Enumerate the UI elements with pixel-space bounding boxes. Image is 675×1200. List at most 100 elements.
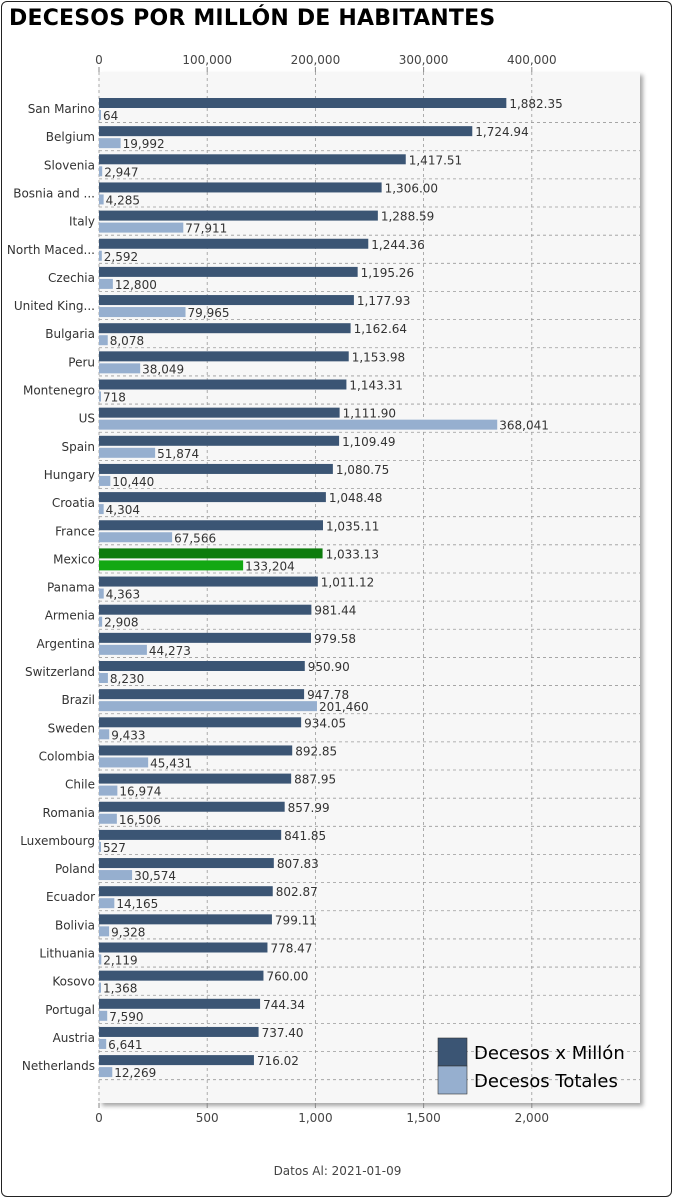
bar-decesos-totales — [99, 532, 173, 543]
bar-decesos-totales — [99, 110, 101, 120]
category-label: France — [55, 524, 95, 538]
bar-label-decesos-x-millon: 737.40 — [262, 1026, 304, 1040]
bar-label-decesos-totales: 133,204 — [245, 559, 295, 573]
bar-label-decesos-x-millon: 1,143.31 — [349, 379, 402, 393]
bar-label-decesos-totales: 45,431 — [150, 756, 192, 770]
legend-swatch — [437, 1037, 468, 1067]
bar-label-decesos-totales: 527 — [103, 841, 126, 855]
category-label: Sweden — [48, 721, 95, 735]
bar-label-decesos-x-millon: 857.99 — [288, 801, 330, 815]
bar-label-decesos-totales: 9,433 — [111, 728, 145, 742]
bar-label-decesos-x-millon: 887.95 — [294, 773, 336, 787]
bar-label-decesos-x-millon: 841.85 — [284, 829, 326, 843]
bar-label-decesos-totales: 51,874 — [157, 447, 199, 461]
bar-decesos-x-millon — [99, 632, 311, 643]
bar-decesos-totales — [99, 391, 101, 402]
category-label: Panama — [47, 581, 95, 595]
bar-decesos-x-millon — [99, 717, 302, 728]
bar-label-decesos-x-millon: 1,177.93 — [357, 294, 410, 308]
category-label: Lithuania — [39, 947, 95, 961]
bar-decesos-totales — [99, 1067, 113, 1078]
bar-decesos-x-millon — [99, 210, 378, 221]
bar-label-decesos-totales: 4,363 — [106, 588, 140, 602]
bar-decesos-x-millon — [99, 323, 351, 334]
bar-label-decesos-x-millon: 1,035.11 — [326, 519, 379, 533]
bar-decesos-totales — [99, 898, 115, 909]
bar-decesos-totales — [99, 644, 147, 655]
bar-decesos-totales — [99, 250, 102, 261]
category-label: Portugal — [45, 1003, 95, 1017]
bar-label-decesos-totales: 8,078 — [110, 334, 144, 348]
bar-label-decesos-totales: 44,273 — [149, 644, 191, 658]
category-label: Croatia — [52, 496, 95, 510]
bar-label-decesos-x-millon: 1,288.59 — [381, 210, 434, 224]
bar-decesos-totales — [99, 419, 498, 430]
bar-decesos-x-millon — [99, 407, 340, 418]
category-label: Switzerland — [25, 665, 95, 679]
bar-decesos-x-millon — [99, 689, 305, 700]
top-axis-tick-label: 0 — [95, 53, 103, 67]
bar-label-decesos-totales: 16,974 — [119, 785, 161, 799]
top-axis-tick-label: 300,000 — [399, 53, 449, 67]
bar-decesos-x-millon — [99, 829, 282, 840]
bar-label-decesos-x-millon: 1,011.12 — [321, 576, 374, 590]
bar-label-decesos-totales: 12,800 — [115, 278, 157, 292]
bar-decesos-totales — [99, 701, 317, 712]
bar-decesos-totales — [99, 138, 121, 149]
bar-label-decesos-x-millon: 1,882.35 — [509, 97, 562, 111]
bottom-axis-tick-label: 0 — [95, 1111, 103, 1125]
bar-decesos-totales — [99, 222, 184, 233]
bar-label-decesos-totales: 368,041 — [499, 419, 549, 433]
category-label: Montenegro — [23, 384, 95, 398]
bar-label-decesos-totales: 79,965 — [188, 306, 230, 320]
bar-decesos-x-millon — [99, 576, 318, 587]
bar-label-decesos-x-millon: 1,111.90 — [343, 407, 396, 421]
bar-label-decesos-x-millon: 1,153.98 — [352, 350, 405, 364]
top-axis-tick-label: 200,000 — [291, 53, 341, 67]
bar-label-decesos-x-millon: 1,195.26 — [361, 266, 414, 280]
category-label: Czechia — [48, 271, 95, 285]
bar-decesos-x-millon — [99, 98, 507, 108]
bar-label-decesos-totales: 718 — [103, 391, 126, 405]
bar-decesos-totales — [99, 194, 104, 205]
category-label: Ecuador — [46, 890, 95, 904]
bar-decesos-x-millon — [99, 435, 340, 446]
category-label: United King... — [14, 299, 95, 313]
bar-label-decesos-x-millon: 716.02 — [257, 1054, 299, 1068]
bar-label-decesos-x-millon: 760.00 — [266, 970, 308, 984]
bar-decesos-totales — [99, 335, 108, 346]
bar-decesos-x-millon — [99, 238, 369, 249]
category-label: Bosnia and ... — [13, 186, 95, 200]
bar-decesos-x-millon — [99, 295, 354, 306]
bar-label-decesos-x-millon: 1,244.36 — [371, 238, 424, 252]
bar-decesos-x-millon — [99, 858, 274, 869]
category-label: Mexico — [53, 552, 95, 566]
bar-label-decesos-x-millon: 981.44 — [314, 604, 356, 618]
bar-decesos-x-millon — [99, 266, 358, 277]
category-label: US — [79, 412, 95, 426]
bar-decesos-totales — [99, 841, 101, 852]
bar-decesos-x-millon — [99, 604, 312, 615]
bar-label-decesos-totales: 10,440 — [112, 475, 154, 489]
bar-decesos-totales — [99, 813, 117, 824]
bar-label-decesos-x-millon: 807.83 — [277, 857, 319, 871]
bar-decesos-x-millon — [99, 182, 382, 193]
bar-label-decesos-totales: 7,590 — [109, 1010, 143, 1024]
bar-label-decesos-x-millon: 1,306.00 — [385, 181, 438, 195]
bar-label-decesos-x-millon: 1,724.94 — [475, 125, 528, 139]
bar-decesos-totales — [99, 673, 108, 683]
bar-decesos-x-millon — [99, 492, 326, 503]
bar-label-decesos-x-millon: 979.58 — [314, 632, 356, 646]
bar-decesos-x-millon — [99, 1026, 259, 1037]
bar-decesos-totales — [99, 363, 141, 374]
bar-label-decesos-x-millon: 1,048.48 — [329, 491, 382, 505]
bar-label-decesos-x-millon: 1,033.13 — [326, 547, 379, 561]
bar-decesos-x-millon — [99, 661, 305, 671]
bar-label-decesos-totales: 64 — [103, 109, 118, 123]
category-label: Armenia — [45, 609, 95, 623]
category-label: Slovenia — [44, 158, 95, 172]
category-label: Austria — [53, 1031, 95, 1045]
category-label: Poland — [55, 862, 95, 876]
bar-decesos-totales — [99, 475, 111, 486]
bottom-axis-tick-label: 500 — [196, 1111, 219, 1125]
